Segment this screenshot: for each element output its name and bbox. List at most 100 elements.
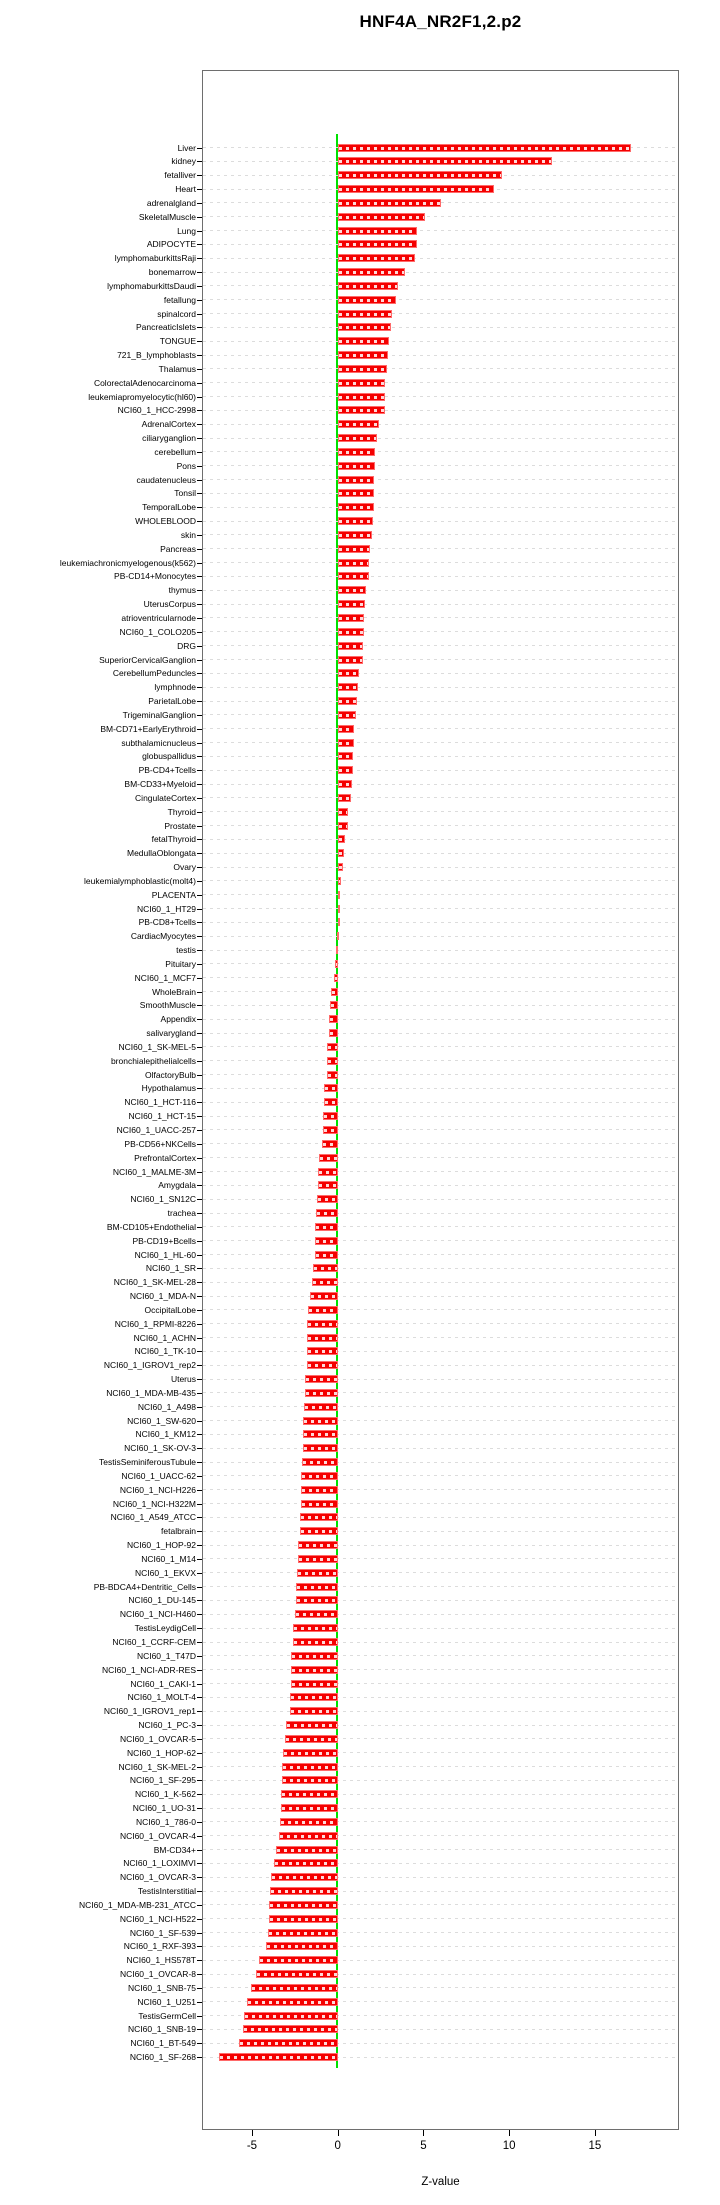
bar-dash-pattern (338, 409, 384, 413)
row-gridline (203, 1613, 678, 1615)
y-axis-tick (197, 991, 202, 993)
row-gridline (203, 1586, 678, 1588)
bar (309, 1292, 338, 1301)
bar (336, 946, 339, 955)
category-label: ADIPOCYTE (146, 239, 196, 250)
category-label: Appendix (160, 1014, 196, 1025)
bar (337, 530, 372, 539)
bar (336, 932, 339, 941)
row-gridline (203, 1143, 678, 1145)
y-axis-tick (197, 1849, 202, 1851)
bar (301, 1471, 338, 1480)
bar-dash-pattern (316, 1239, 337, 1243)
bar (312, 1264, 338, 1273)
category-label: PB-CD19+Bcells (132, 1235, 196, 1246)
y-axis-tick (197, 1558, 202, 1560)
bar (305, 1388, 338, 1397)
bar (306, 1333, 338, 1342)
bar (337, 143, 631, 152)
bar (337, 475, 374, 484)
bar (298, 1554, 338, 1563)
row-gridline (203, 1198, 678, 1200)
bar (337, 613, 365, 622)
bar (337, 364, 387, 373)
bar-dash-pattern (338, 146, 630, 150)
category-label: fetalThyroid (151, 834, 196, 845)
bar-dash-pattern (338, 284, 397, 288)
y-axis-tick (197, 1987, 202, 1989)
y-axis-tick (197, 1655, 202, 1657)
bar-dash-pattern (338, 271, 404, 275)
bar (302, 1458, 338, 1467)
bar (268, 1928, 338, 1937)
category-label: NCI60_1_MDA-N (129, 1291, 196, 1302)
bar (337, 240, 417, 249)
bar-dash-pattern (338, 741, 353, 745)
bar (281, 1790, 338, 1799)
category-label: bronchialepithelialcells (110, 1055, 196, 1066)
category-label: PB-CD14+Monocytes (114, 571, 196, 582)
bar-dash-pattern (295, 1613, 337, 1617)
category-label: fetalliver (164, 170, 196, 181)
y-axis-tick (197, 2001, 202, 2003)
bar (243, 2025, 338, 2034)
bar (334, 973, 338, 982)
row-gridline (203, 257, 678, 259)
x-axis-tick (594, 2130, 596, 2136)
bar-dash-pattern (338, 879, 340, 883)
y-axis-tick (197, 1545, 202, 1547)
row-gridline (203, 1475, 678, 1477)
bar-dash-pattern (338, 174, 502, 178)
row-gridline (203, 243, 678, 245)
category-label: ciliaryganglion (142, 433, 196, 444)
bar-dash-pattern (338, 727, 353, 731)
category-label: Hypothalamus (141, 1083, 196, 1094)
y-axis-tick (197, 244, 202, 246)
bar-dash-pattern (335, 976, 337, 980)
bar (315, 1250, 338, 1259)
bar (337, 489, 374, 498)
y-axis-tick (197, 977, 202, 979)
bar (282, 1748, 338, 1757)
bar (337, 157, 553, 166)
bar (337, 807, 348, 816)
bar (330, 987, 338, 996)
bar (337, 198, 441, 207)
y-axis-tick (197, 465, 202, 467)
category-label: NCI60_1_A498 (137, 1401, 196, 1412)
bar (305, 1375, 338, 1384)
y-axis-tick (197, 1877, 202, 1879)
category-label: thymus (168, 585, 196, 596)
y-axis-tick (197, 742, 202, 744)
y-axis-tick (197, 1821, 202, 1823)
bar (337, 434, 378, 443)
bar (303, 1416, 338, 1425)
row-gridline (203, 742, 678, 744)
bar (317, 1195, 338, 1204)
row-gridline (203, 520, 678, 522)
category-label: NCI60_1_UACC-62 (121, 1470, 196, 1481)
category-label: leukemiachronicmyelogenous(k562) (59, 557, 196, 568)
y-axis-tick (197, 1669, 202, 1671)
row-gridline (203, 1530, 678, 1532)
bar-dash-pattern (338, 838, 345, 842)
y-axis-tick (197, 1517, 202, 1519)
y-axis-tick (197, 1392, 202, 1394)
bar (322, 1139, 338, 1148)
y-axis-tick (197, 1475, 202, 1477)
y-axis-tick (197, 355, 202, 357)
bar-dash-pattern (338, 796, 351, 800)
bar (337, 724, 354, 733)
category-label: NCI60_1_EKVX (135, 1567, 196, 1578)
bar-dash-pattern (269, 1917, 337, 1921)
bar (269, 1900, 338, 1909)
bar-dash-pattern (307, 1336, 337, 1340)
y-axis-tick (197, 1143, 202, 1145)
bar-dash-pattern (319, 1156, 337, 1160)
category-label: salivarygland (146, 1028, 196, 1039)
category-label: Pituitary (165, 958, 196, 969)
category-label: NCI60_1_PC-3 (138, 1720, 196, 1731)
row-gridline (203, 1212, 678, 1214)
row-gridline (203, 1004, 678, 1006)
bar-dash-pattern (338, 755, 353, 759)
